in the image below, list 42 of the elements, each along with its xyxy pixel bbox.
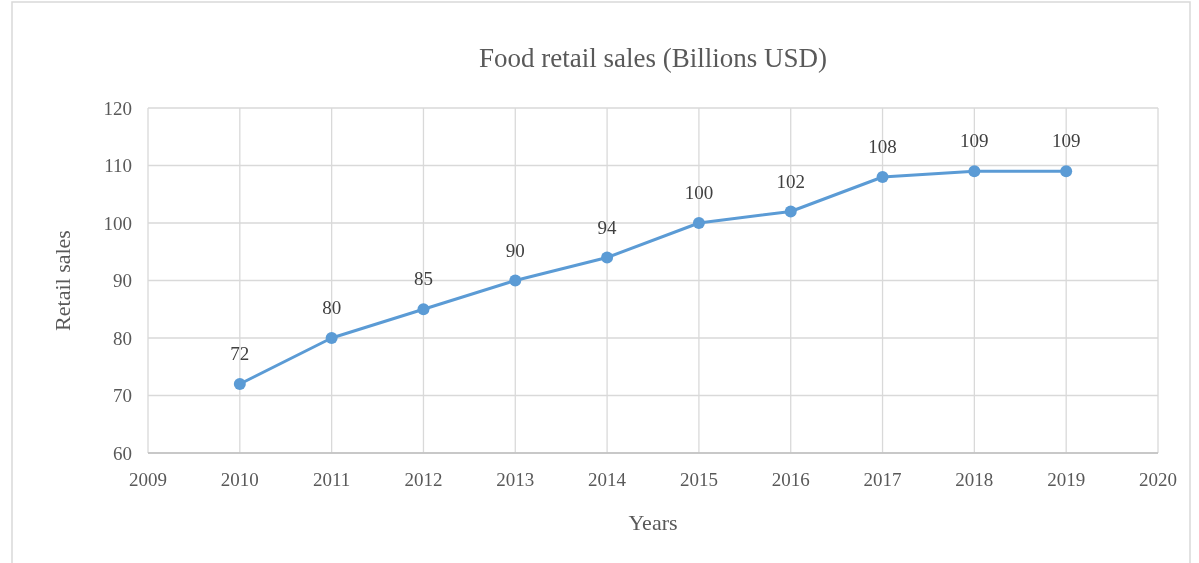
data-label: 85 — [413, 268, 433, 290]
data-label: 94 — [597, 216, 618, 238]
y-axis-title: Retail sales — [50, 230, 75, 331]
point — [233, 378, 246, 390]
y-tick-label: 100 — [103, 212, 132, 234]
x-tick-label: 2014 — [588, 469, 627, 490]
data-label: 108 — [868, 136, 897, 157]
x-tick-label: 2019 — [1047, 469, 1086, 490]
point — [692, 217, 705, 229]
y-tick-label: 80 — [113, 327, 132, 349]
y-tick-label: 60 — [113, 442, 132, 464]
x-tick-label: 2018 — [955, 469, 994, 490]
point — [784, 205, 797, 218]
x-tick-label: 2012 — [404, 469, 443, 490]
x-tick-label: 2016 — [771, 469, 810, 490]
x-tick-label: 2009 — [129, 469, 167, 490]
point — [1060, 165, 1073, 178]
data-label: 72 — [230, 343, 250, 364]
point — [417, 303, 430, 316]
y-tick-label: 70 — [113, 385, 132, 407]
point — [325, 332, 338, 344]
y-tick-label: 120 — [103, 97, 132, 119]
point — [968, 165, 981, 178]
data-label: 100 — [684, 182, 714, 203]
data-label: 109 — [1051, 130, 1081, 152]
data-label: 102 — [776, 170, 805, 192]
point — [509, 274, 522, 287]
y-tick-label: 90 — [113, 270, 132, 292]
y-tick-label: 110 — [104, 155, 132, 177]
data-label: 90 — [505, 239, 525, 261]
x-tick-label: 2013 — [496, 469, 535, 490]
point — [876, 171, 889, 183]
x-tick-label: 2015 — [679, 469, 718, 490]
x-axis-title: Years — [628, 510, 678, 535]
x-tick-label: 2011 — [312, 469, 351, 490]
x-tick-label: 2010 — [220, 469, 259, 490]
point — [601, 251, 614, 264]
data-label: 109 — [960, 130, 989, 152]
chart-title: Food retail sales (Billions USD) — [479, 43, 827, 73]
data-label: 80 — [322, 297, 342, 318]
x-tick-label: 2017 — [863, 469, 902, 490]
x-tick-label: 2020 — [1139, 469, 1177, 490]
